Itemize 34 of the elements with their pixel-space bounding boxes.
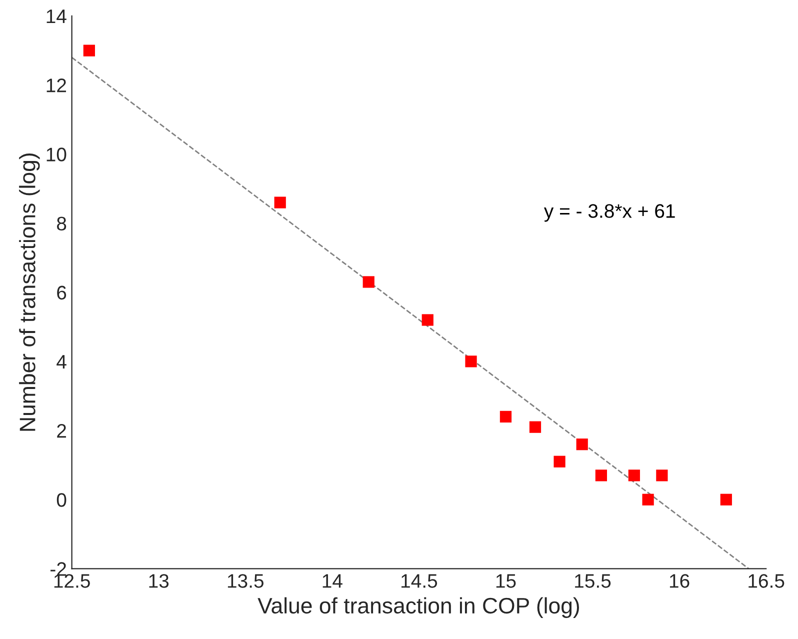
y-tick-label: 8 (56, 216, 66, 230)
point (422, 314, 434, 326)
y-tick-label: 4 (56, 355, 66, 368)
point (642, 494, 654, 506)
y-tick-label: 0 (56, 493, 66, 507)
point (500, 410, 512, 423)
y-tick-label: 10 (46, 148, 66, 162)
point (83, 44, 95, 56)
y-axis-title: Number of transactions (log) (19, 154, 40, 431)
x-tick-label: 16 (670, 574, 690, 588)
x-tick-label: 13.5 (228, 574, 264, 588)
point (362, 276, 374, 288)
point (628, 470, 640, 482)
annotation: y = - 3.8*x + 61 (544, 204, 675, 222)
x-tick-label: 12.5 (54, 574, 90, 588)
x-tick-label: 15.5 (575, 574, 611, 588)
point (465, 356, 477, 368)
y-tick-label: 2 (57, 424, 66, 438)
x-tick-label: 14.5 (402, 574, 438, 588)
point (274, 196, 286, 208)
y-tick-label: 12 (46, 78, 66, 92)
point (720, 494, 732, 506)
point (595, 470, 608, 482)
y-tick-label: 14 (46, 10, 66, 24)
point (529, 421, 542, 433)
x-axis-title: Value of transaction in COP (log) (258, 597, 579, 618)
x-tick-label: 13 (149, 574, 169, 588)
x-tick-label: 16.5 (748, 574, 784, 588)
x-tick-label: 14 (322, 574, 342, 588)
point (554, 456, 566, 468)
point (576, 438, 588, 450)
x-tick-label: 15 (496, 574, 516, 588)
point (656, 470, 668, 482)
y-tick-label: 6 (57, 286, 66, 300)
